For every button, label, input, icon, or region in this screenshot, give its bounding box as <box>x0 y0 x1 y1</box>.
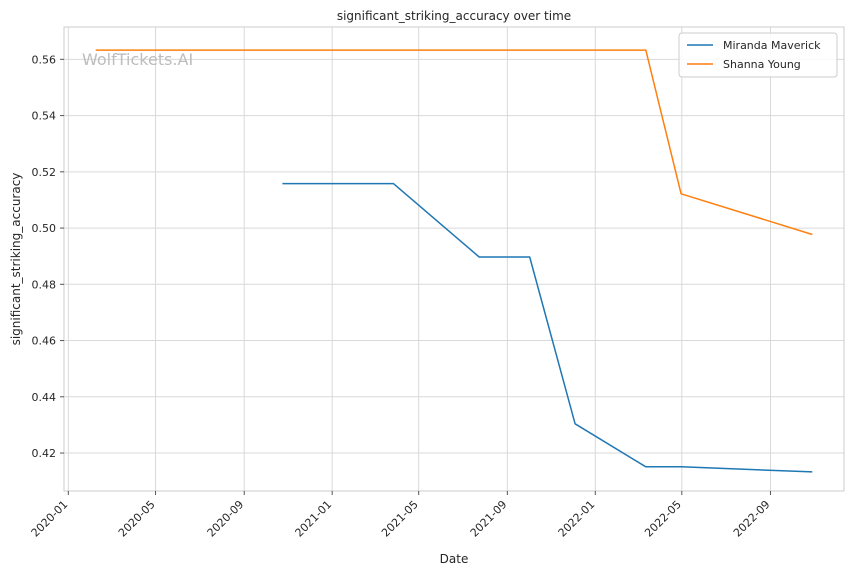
legend: Miranda Maverick Shanna Young <box>678 32 838 78</box>
y-tick-label: 0.44 <box>32 391 57 404</box>
y-tick-label: 0.52 <box>32 166 57 179</box>
y-tick-label: 0.50 <box>32 222 57 235</box>
y-tick-label: 0.42 <box>32 447 57 460</box>
x-axis-label: Date <box>440 552 469 566</box>
series-line <box>95 49 813 236</box>
legend-box <box>678 32 838 78</box>
y-tick-label: 0.46 <box>32 335 57 348</box>
series-line <box>282 182 813 473</box>
watermark-text: WolfTickets.AI <box>82 50 193 69</box>
grid <box>64 27 844 491</box>
legend-label: Shanna Young <box>723 58 801 71</box>
plot-area-frame <box>63 26 845 492</box>
y-axis-label: significant_striking_accuracy <box>9 173 23 346</box>
y-tick-label: 0.54 <box>32 110 57 123</box>
series-lines <box>95 49 813 473</box>
chart-title: significant_striking_accuracy over time <box>337 9 571 23</box>
legend-label: Miranda Maverick <box>723 39 821 52</box>
y-tick-label: 0.48 <box>32 278 57 291</box>
y-tick-label: 0.56 <box>32 53 57 66</box>
